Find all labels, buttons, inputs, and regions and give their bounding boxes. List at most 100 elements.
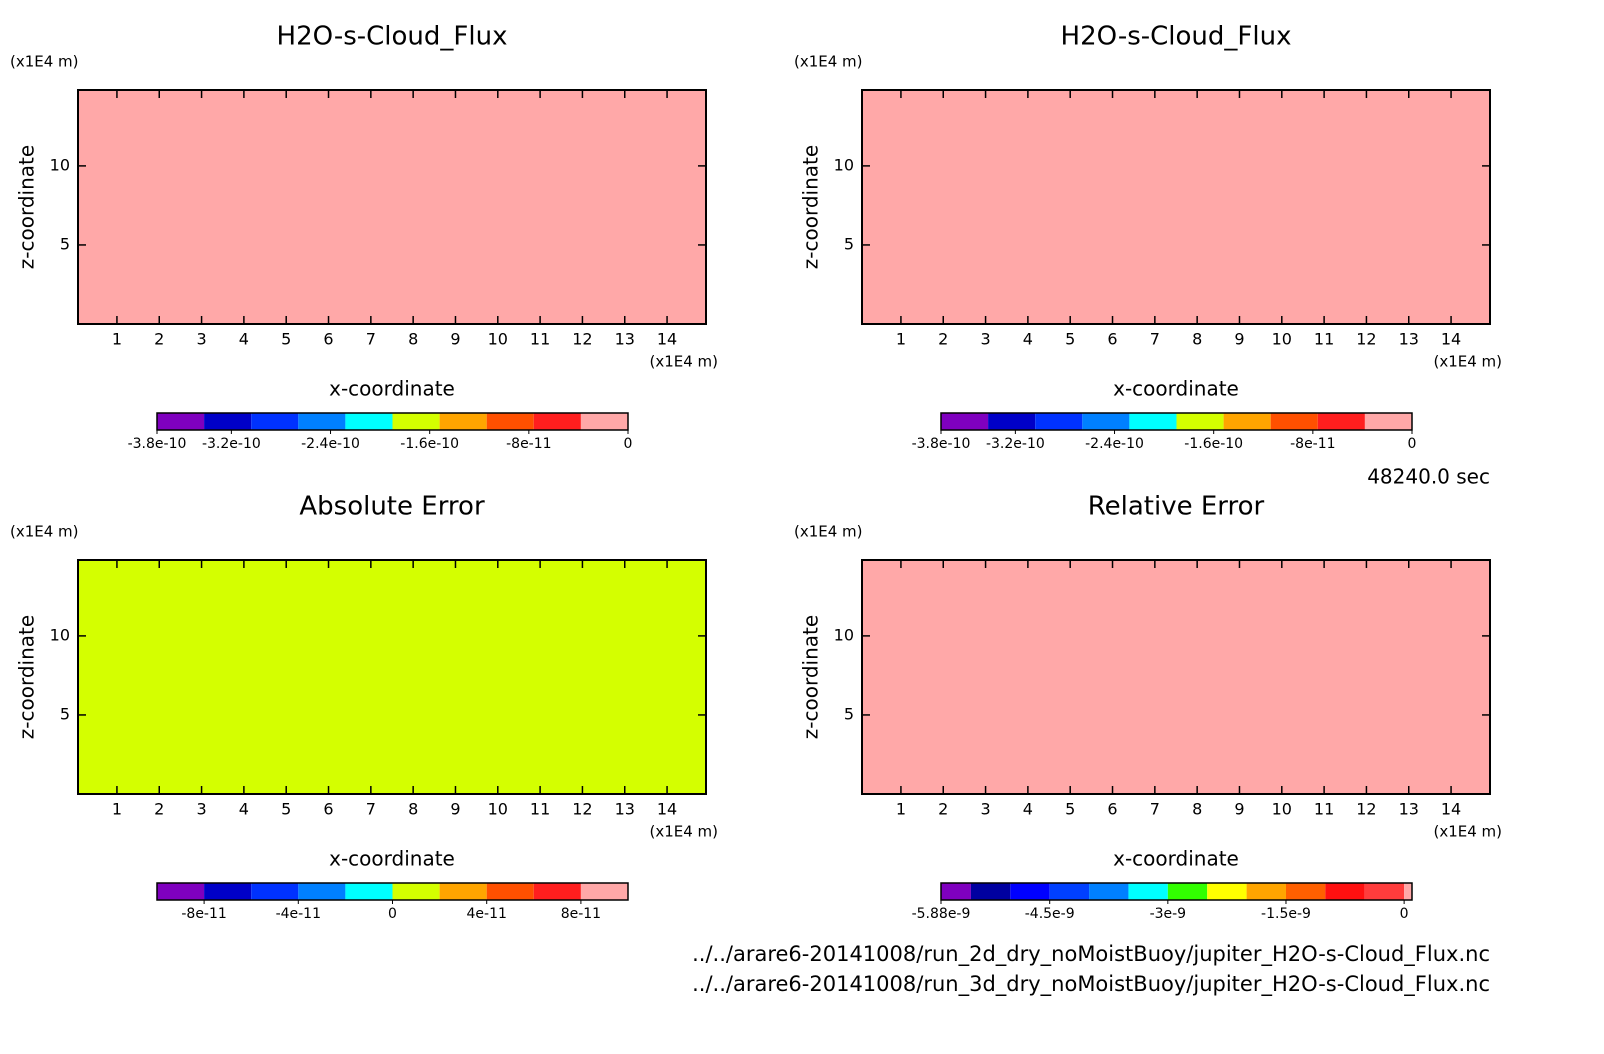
colorbar-segment	[533, 883, 581, 900]
x-tick-label: 4	[239, 800, 249, 819]
x-tick-label: 12	[1356, 330, 1376, 349]
time-label: 48240.0 sec	[1367, 465, 1490, 489]
y-tick-label: 5	[844, 234, 854, 253]
x-tick-label: 7	[1150, 330, 1160, 349]
field	[78, 560, 706, 794]
y-axis-label: z-coordinate	[15, 145, 39, 269]
x-tick-label: 6	[1107, 330, 1117, 349]
y-tick-label: 5	[60, 704, 70, 723]
x-tick-label: 9	[450, 330, 460, 349]
colorbar-segment	[1010, 883, 1050, 900]
colorbar-tick-label: -3.8e-10	[128, 436, 187, 452]
colorbar-tick-label: 8e-11	[561, 906, 601, 922]
colorbar-frame	[156, 412, 629, 431]
plot-frame	[861, 89, 1491, 325]
x-tick-label: 10	[488, 800, 508, 819]
colorbar-segment	[941, 883, 971, 900]
x-tick-label: 4	[1023, 330, 1033, 349]
x-axis-label: x-coordinate	[329, 847, 455, 871]
colorbar-segment	[1176, 413, 1224, 430]
x-tick-label: 10	[1272, 330, 1292, 349]
y-axis-label: z-coordinate	[15, 615, 39, 739]
x-tick-label: 12	[572, 800, 592, 819]
x-tick-label: 7	[1150, 800, 1160, 819]
colorbar-segment	[1325, 883, 1365, 900]
y-tick-label: 5	[844, 704, 854, 723]
chart-title: H2O-s-Cloud_Flux	[277, 22, 508, 52]
x-tick-label: 6	[323, 800, 333, 819]
colorbar-tick-label: -3.8e-10	[912, 436, 971, 452]
y-tick-label: 10	[50, 625, 70, 644]
x-tick-label: 8	[1192, 800, 1202, 819]
colorbar-tick-label: -1.6e-10	[400, 436, 459, 452]
colorbar-tick-label: -8e-11	[1290, 436, 1335, 452]
colorbar-segment	[941, 413, 989, 430]
x-tick-label: 1	[896, 330, 906, 349]
colorbar-tick-label: 0	[388, 906, 397, 922]
colorbar-frame	[940, 412, 1413, 431]
colorbar-segment	[298, 883, 346, 900]
x-tick-label: 11	[1314, 330, 1334, 349]
colorbar-tick-label: 0	[1400, 906, 1409, 922]
colorbar-segment	[157, 883, 205, 900]
colorbar-tick-label: -3.2e-10	[202, 436, 261, 452]
colorbar-segment	[1207, 883, 1247, 900]
x-tick-label: 5	[1065, 800, 1075, 819]
colorbar-segment	[251, 413, 299, 430]
x-tick-label: 3	[980, 800, 990, 819]
colorbar-segment	[970, 883, 1011, 900]
colorbar-tick-label: 4e-11	[467, 906, 507, 922]
x-tick-label: 2	[154, 330, 164, 349]
x-tick-label: 9	[1234, 330, 1244, 349]
colorbar-segment	[1246, 883, 1286, 900]
colorbar-tick-label: -3.2e-10	[986, 436, 1045, 452]
colorbar-segment	[1404, 883, 1412, 900]
x-tick-label: 7	[366, 330, 376, 349]
colorbar-segment	[533, 413, 581, 430]
colorbar-segment	[298, 413, 346, 430]
x-tick-label: 13	[615, 800, 635, 819]
colorbar-segment	[345, 883, 393, 900]
x-tick-label: 3	[196, 330, 206, 349]
x-tick-label: 13	[1399, 330, 1419, 349]
x-tick-label: 13	[1399, 800, 1419, 819]
x-unit: (x1E4 m)	[649, 353, 718, 371]
colorbar-segment	[1223, 413, 1271, 430]
colorbar-segment	[1167, 883, 1208, 900]
colorbar-segment	[392, 883, 440, 900]
field	[78, 90, 706, 324]
x-tick-label: 5	[281, 330, 291, 349]
colorbar-tick-label: -4e-11	[276, 906, 321, 922]
colorbar-segment	[251, 883, 299, 900]
colorbar-tick-label: -2.4e-10	[301, 436, 360, 452]
x-unit: (x1E4 m)	[1433, 823, 1502, 841]
y-unit: (x1E4 m)	[10, 523, 79, 541]
colorbar-tick-label: -8e-11	[181, 906, 226, 922]
y-tick-label: 5	[60, 234, 70, 253]
y-axis-label: z-coordinate	[799, 145, 823, 269]
y-unit: (x1E4 m)	[10, 53, 79, 71]
colorbar-frame	[940, 882, 1413, 901]
x-tick-label: 13	[615, 330, 635, 349]
x-tick-label: 14	[657, 800, 677, 819]
field	[862, 560, 1490, 794]
plot-frame	[77, 559, 707, 795]
x-tick-label: 12	[1356, 800, 1376, 819]
x-tick-label: 8	[408, 800, 418, 819]
colorbar-segment	[439, 413, 487, 430]
colorbar-segment	[486, 883, 534, 900]
colorbar-segment	[580, 413, 628, 430]
colorbar-tick-label: -1.6e-10	[1184, 436, 1243, 452]
x-unit: (x1E4 m)	[1433, 353, 1502, 371]
x-tick-label: 4	[1023, 800, 1033, 819]
colorbar-segment	[580, 883, 628, 900]
colorbar-tick-label: 0	[624, 436, 633, 452]
colorbar-segment	[439, 883, 487, 900]
x-tick-label: 14	[1441, 800, 1461, 819]
x-tick-label: 5	[281, 800, 291, 819]
y-tick-label: 10	[50, 155, 70, 174]
x-tick-label: 11	[530, 330, 550, 349]
x-unit: (x1E4 m)	[649, 823, 718, 841]
file-path: ../../arare6-20141008/run_3d_dry_noMoist…	[692, 972, 1490, 997]
